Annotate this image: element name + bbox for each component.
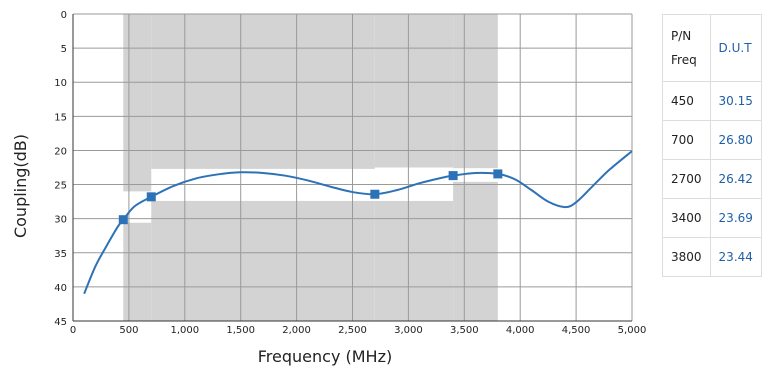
freq-cell: 700 (662, 120, 711, 160)
x-tick-label: 500 (119, 325, 138, 336)
x-tick-label: 1,500 (226, 325, 255, 336)
series-line (83, 150, 633, 295)
header-freq-cell: P/N Freq (662, 14, 711, 82)
x-tick-label: 1,000 (170, 325, 199, 336)
header-pn-label: P/N (671, 29, 692, 43)
x-tick-label: 4,500 (562, 325, 591, 336)
freq-cell: 2700 (662, 159, 711, 199)
value-cell: 26.42 (709, 159, 762, 199)
data-point-marker (118, 215, 128, 225)
table-row: 3400 23.69 (662, 198, 762, 238)
y-tick-label: 35 (54, 249, 67, 260)
spec-mask-lower (123, 222, 152, 321)
x-axis-title: Frequency (MHz) (258, 347, 392, 366)
y-axis-title: Coupling(dB) (11, 134, 30, 238)
x-tick-label: 0 (70, 325, 76, 336)
spec-mask-upper (453, 14, 498, 169)
value-cell: 23.44 (709, 237, 762, 277)
y-tick-label: 20 (54, 146, 67, 157)
spec-mask-upper (151, 14, 375, 169)
spec-mask-upper (123, 14, 152, 192)
table-row: 2700 26.42 (662, 159, 762, 199)
y-tick-label: 10 (54, 78, 67, 89)
x-tick-label: 4,000 (506, 325, 535, 336)
chart-canvas: 0 500 1,000 1,500 2,000 2,500 3,000 3,500 4,000 4… (11, 10, 646, 366)
spec-mask-lower (374, 200, 454, 321)
grid-layer (72, 13, 633, 322)
x-tick-label: 2,500 (338, 325, 367, 336)
spec-mask-upper (374, 14, 454, 168)
data-point-marker (493, 169, 503, 179)
x-tick-label: 5,000 (618, 325, 647, 336)
x-tick-label: 3,500 (450, 325, 479, 336)
tick-label-layer: 0 500 1,000 1,500 2,000 2,500 3,000 3,500 4,000 4… (54, 10, 646, 336)
y-tick-label: 15 (54, 112, 67, 123)
data-point-marker (448, 171, 458, 181)
spec-mask-lower (151, 200, 375, 321)
table-row: 450 30.15 (662, 81, 762, 121)
data-point-marker (370, 189, 380, 199)
x-tick-label: 3,000 (394, 325, 423, 336)
table-header-row: P/N Freq D.U.T (662, 14, 762, 82)
data-point-marker (146, 192, 156, 202)
freq-cell: 3800 (662, 237, 711, 277)
header-dut-label: D.U.T (709, 14, 762, 82)
y-tick-label: 40 (54, 283, 67, 294)
table-row: 700 26.80 (662, 120, 762, 160)
spec-mask-layer (123, 14, 498, 321)
y-tick-label: 45 (54, 317, 67, 328)
y-tick-label: 5 (61, 44, 67, 55)
y-tick-label: 25 (54, 181, 67, 192)
coupling-chart: 0 500 1,000 1,500 2,000 2,500 3,000 3,500 4,000 4… (11, 10, 646, 366)
series-layer (83, 150, 633, 295)
measurement-table: P/N Freq D.U.T 450 30.15 700 26.80 2700 … (662, 14, 762, 277)
table-row: 3800 23.44 (662, 237, 762, 277)
value-cell: 26.80 (709, 120, 762, 160)
value-cell: 23.69 (709, 198, 762, 238)
y-tick-label: 30 (54, 215, 67, 226)
freq-cell: 450 (662, 81, 711, 121)
value-cell: 30.15 (709, 81, 762, 121)
x-tick-label: 2,000 (282, 325, 311, 336)
freq-cell: 3400 (662, 198, 711, 238)
header-freq-label: Freq (671, 53, 697, 67)
spec-mask-lower (453, 181, 498, 321)
y-tick-label: 0 (61, 10, 67, 21)
